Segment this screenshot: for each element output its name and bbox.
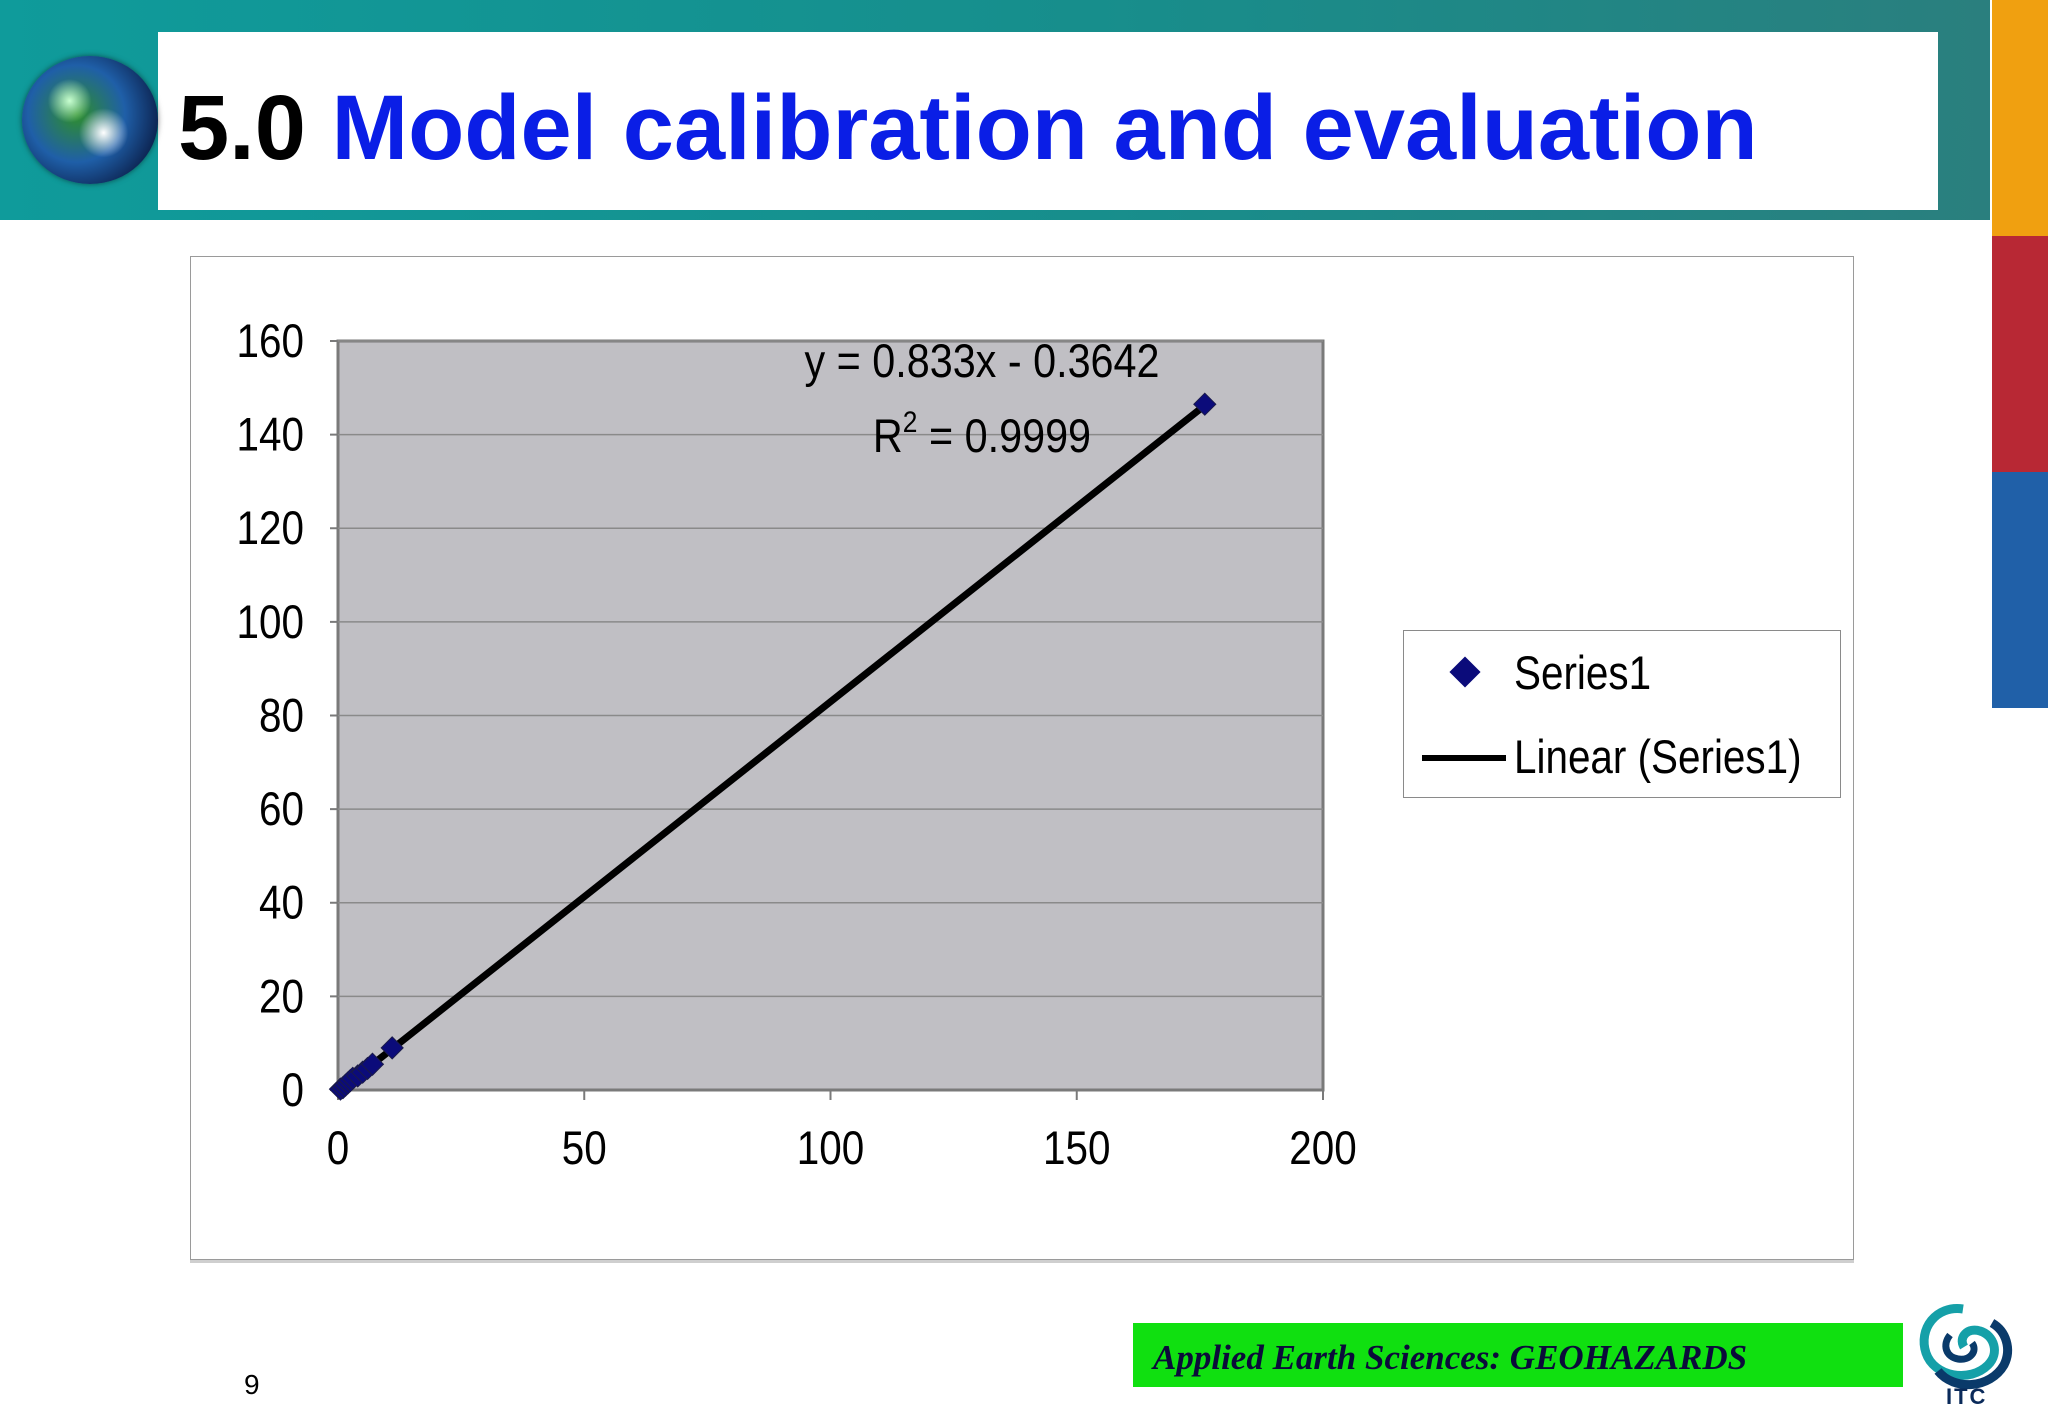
r-squared-symbol: R bbox=[873, 411, 903, 463]
x-tick-label-150: 150 bbox=[1043, 1122, 1110, 1175]
data-point bbox=[1193, 392, 1217, 416]
globe-icon bbox=[22, 56, 158, 184]
title-box bbox=[158, 32, 1938, 210]
legend-label-series1: Series1 bbox=[1514, 646, 1652, 699]
diamond-marker-icon bbox=[1449, 656, 1481, 688]
legend-label-linear: Linear (Series1) bbox=[1514, 730, 1802, 783]
chart-legend: Series1 Linear (Series1) bbox=[1403, 630, 1841, 798]
y-tick-label-80: 80 bbox=[259, 690, 304, 743]
y-tick-label-160: 160 bbox=[237, 315, 304, 368]
trendline-equation: y = 0.833x - 0.3642 bbox=[804, 336, 1159, 388]
slide-title: 5.0 Model calibration and evaluation bbox=[178, 72, 1758, 184]
r-squared-value: = 0.9999 bbox=[917, 411, 1091, 463]
title-text: Model calibration and evaluation bbox=[331, 77, 1758, 179]
y-tick-label-120: 120 bbox=[237, 502, 304, 555]
trendline-swatch-icon bbox=[1422, 755, 1506, 761]
itc-logo-text: ITC bbox=[1946, 1384, 1988, 1409]
legend-item-linear: Linear (Series1) bbox=[1404, 727, 1840, 787]
y-tick-label-40: 40 bbox=[259, 877, 304, 930]
x-tick-label-50: 50 bbox=[562, 1122, 607, 1175]
y-tick-label-60: 60 bbox=[259, 783, 304, 836]
y-tick-label-140: 140 bbox=[237, 409, 304, 462]
title-number: 5.0 bbox=[178, 77, 306, 179]
page-number: 9 bbox=[244, 1369, 260, 1400]
data-point bbox=[360, 1052, 385, 1076]
x-tick-label-100: 100 bbox=[797, 1122, 864, 1175]
side-strip-blue bbox=[1992, 472, 2048, 708]
r-squared-exponent: 2 bbox=[903, 404, 918, 438]
footer-banner bbox=[1133, 1323, 1903, 1387]
legend-item-series1: Series1 bbox=[1404, 643, 1840, 703]
y-tick-label-100: 100 bbox=[237, 596, 304, 649]
footer-text: Applied Earth Sciences: GEOHAZARDS bbox=[1153, 1338, 1748, 1377]
r-squared-label: R2 = 0.9999 bbox=[873, 404, 1091, 462]
data-point bbox=[380, 1036, 404, 1060]
trendline bbox=[337, 402, 1207, 1093]
itc-logo-icon bbox=[1919, 1304, 2012, 1389]
x-tick-label-0: 0 bbox=[327, 1122, 349, 1175]
y-tick-label-0: 0 bbox=[282, 1064, 304, 1117]
y-tick-label-20: 20 bbox=[259, 971, 304, 1024]
side-strip-red bbox=[1992, 236, 2048, 472]
x-tick-label-200: 200 bbox=[1289, 1122, 1356, 1175]
side-strip-orange bbox=[1992, 0, 2048, 236]
